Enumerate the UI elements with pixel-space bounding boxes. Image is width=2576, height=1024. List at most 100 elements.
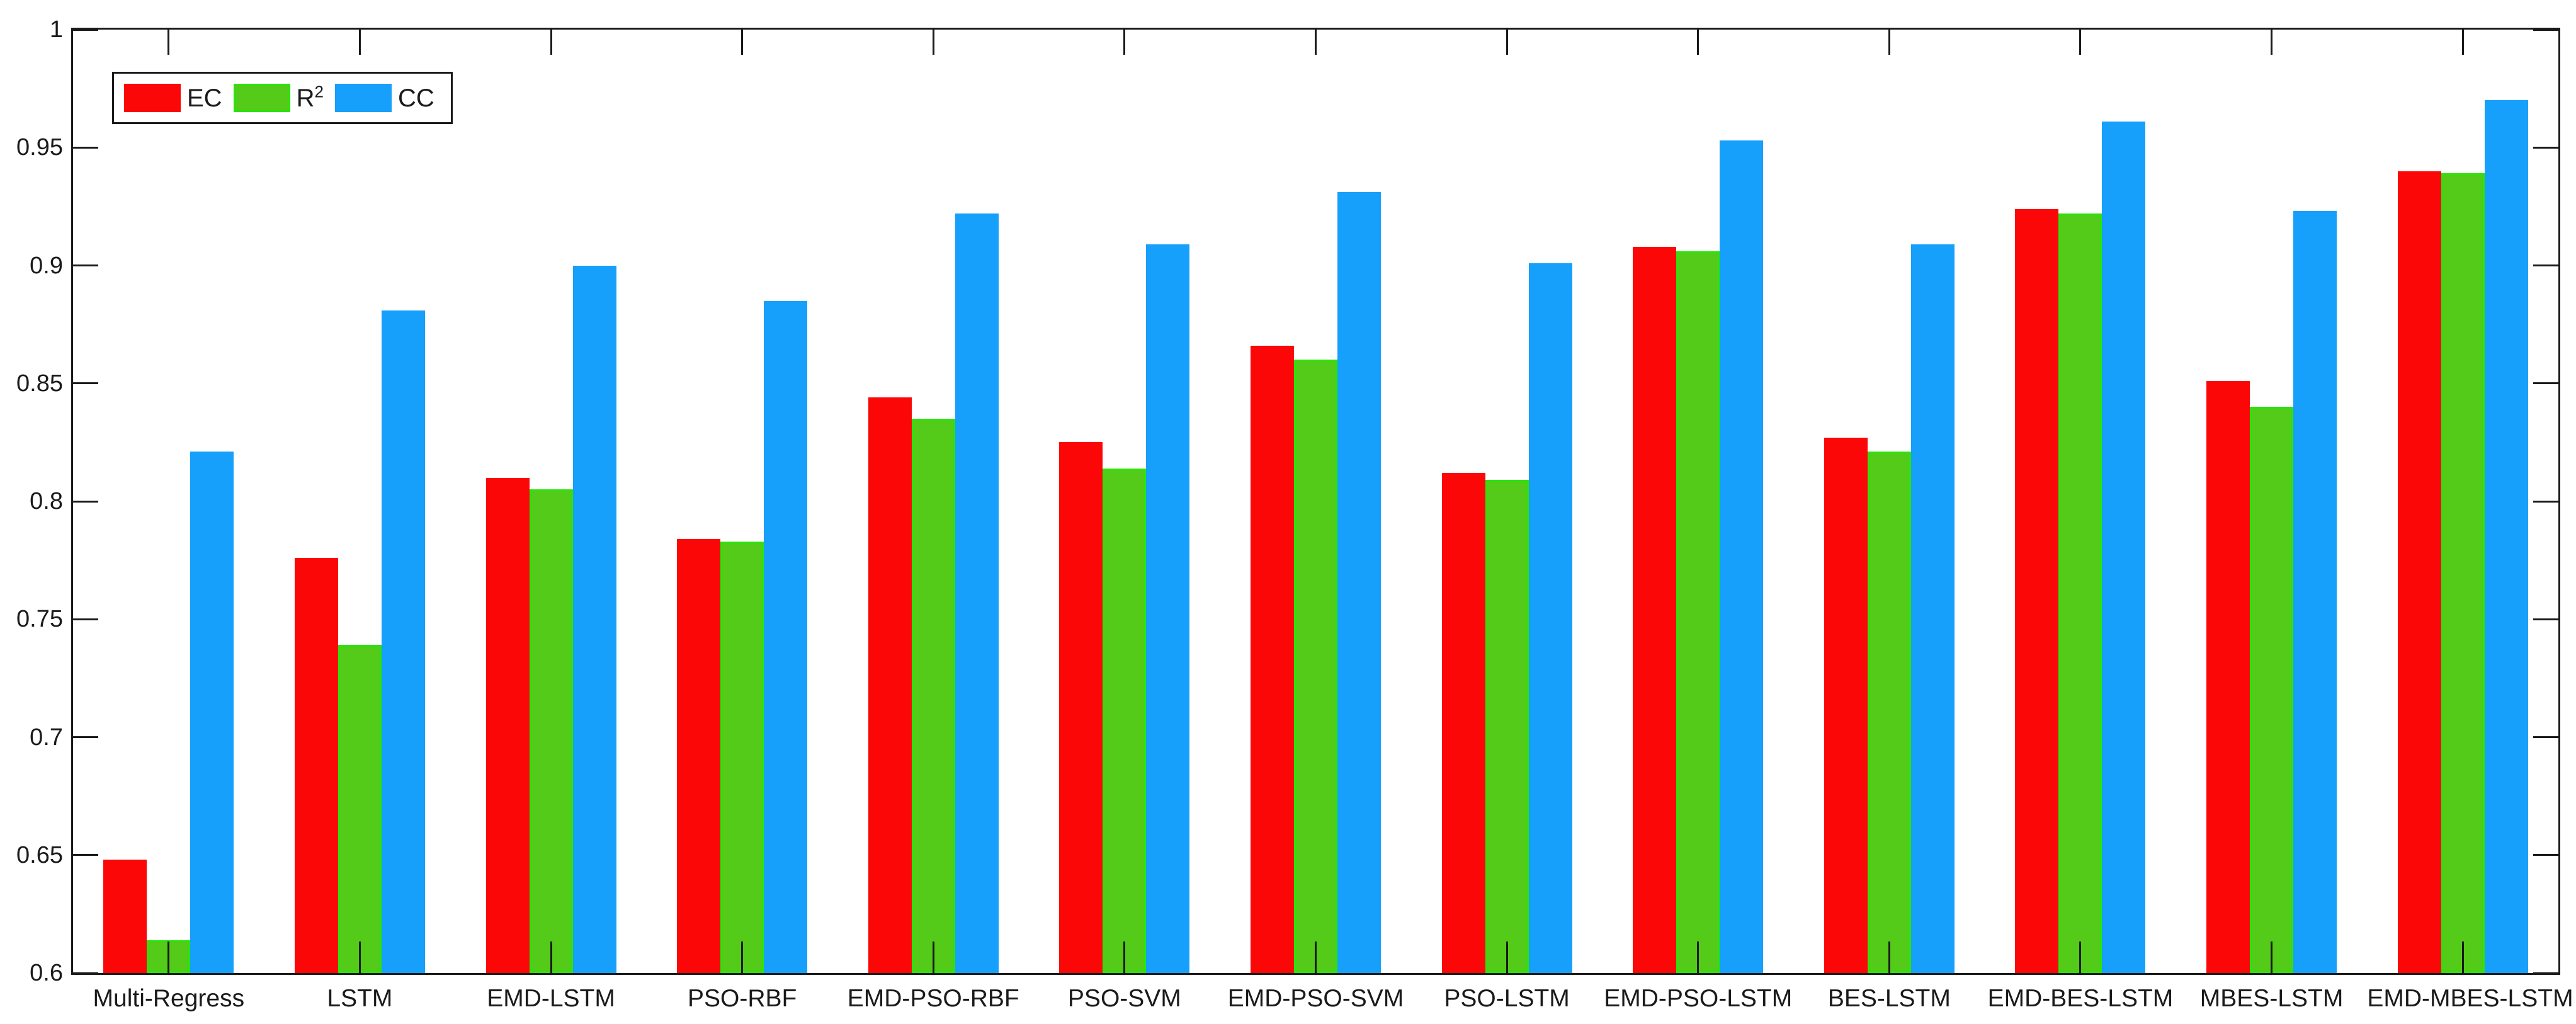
y-tick-mark-left — [73, 500, 98, 503]
bar-cc-emd-pso-svm — [1337, 192, 1381, 973]
bar-cc-lstm — [381, 310, 425, 973]
y-tick-mark-right — [2533, 618, 2558, 620]
bar-r-pso-svm — [1103, 468, 1147, 973]
x-category-label-mbes-lstm: MBES-LSTM — [2199, 985, 2344, 1012]
x-tick-mark-bottom — [2271, 942, 2273, 973]
x-tick-mark-top — [2271, 30, 2273, 55]
y-tick-mark-right — [2533, 382, 2558, 385]
y-tick-mark-right — [2533, 736, 2558, 738]
legend-label-superscript: 2 — [314, 82, 324, 101]
bar-cc-pso-rbf — [764, 300, 808, 973]
x-category-label-multi-regress: Multi-Regress — [93, 985, 245, 1012]
x-category-label-emd-lstm: EMD-LSTM — [487, 985, 615, 1012]
x-tick-mark-top — [2079, 30, 2082, 55]
x-tick-mark-top — [1888, 30, 1890, 55]
bar-r-mbes-lstm — [2250, 407, 2294, 973]
x-tick-mark-top — [167, 30, 170, 55]
legend-swatch-r2 — [233, 84, 290, 112]
legend-label-ec: EC — [187, 84, 222, 112]
y-tick-mark-right — [2533, 854, 2558, 856]
x-tick-mark-bottom — [1123, 942, 1126, 973]
bar-r-bes-lstm — [1867, 452, 1911, 973]
x-tick-mark-bottom — [932, 942, 934, 973]
x-tick-mark-top — [1506, 30, 1508, 55]
legend-item-ec: EC — [124, 84, 222, 112]
y-tick-mark-left — [73, 382, 98, 385]
y-tick-mark-right — [2533, 500, 2558, 503]
bar-r-emd-pso-rbf — [911, 418, 955, 973]
x-tick-mark-bottom — [2079, 942, 2082, 973]
legend-item-cc: CC — [334, 84, 434, 112]
y-tick-mark-right — [2533, 972, 2558, 974]
x-tick-mark-top — [358, 30, 361, 55]
bar-ec-pso-svm — [1059, 442, 1103, 973]
x-tick-mark-bottom — [1506, 942, 1508, 973]
x-category-label-bes-lstm: BES-LSTM — [1827, 985, 1951, 1012]
bar-cc-multi-regress — [190, 452, 234, 973]
y-tick-mark-left — [73, 265, 98, 266]
bar-r-emd-mbes-lstm — [2441, 173, 2485, 973]
x-tick-mark-top — [2461, 30, 2464, 55]
y-tick-mark-right — [2533, 28, 2558, 31]
x-category-label-emd-bes-lstm: EMD-BES-LSTM — [1987, 985, 2174, 1012]
y-tick-mark-left — [73, 146, 98, 149]
bar-ec-emd-mbes-lstm — [2397, 171, 2441, 973]
bar-ec-pso-rbf — [677, 538, 721, 973]
bar-cc-emd-lstm — [572, 265, 616, 973]
x-tick-mark-top — [1697, 30, 1699, 55]
y-tick-mark-right — [2533, 146, 2558, 149]
bar-cc-emd-pso-lstm — [1720, 140, 1764, 973]
bar-ec-emd-pso-svm — [1251, 345, 1294, 973]
x-category-label-pso-rbf: PSO-RBF — [687, 985, 797, 1012]
y-tick-label: 0.7 — [30, 724, 63, 751]
x-category-label-emd-mbes-lstm: EMD-MBES-LSTM — [2367, 985, 2573, 1012]
bar-ec-multi-regress — [103, 860, 147, 973]
bar-r-emd-pso-svm — [1294, 360, 1337, 973]
x-tick-mark-bottom — [1697, 942, 1699, 973]
x-tick-mark-bottom — [2461, 942, 2464, 973]
y-tick-mark-left — [73, 854, 98, 856]
bar-r-emd-bes-lstm — [2058, 213, 2102, 973]
legend-swatch-cc — [334, 84, 392, 112]
bar-cc-pso-svm — [1146, 244, 1190, 973]
bar-r-emd-pso-lstm — [1676, 251, 1720, 973]
y-tick-mark-left — [73, 618, 98, 620]
y-tick-mark-right — [2533, 265, 2558, 266]
legend-item-r2: R2 — [233, 82, 324, 112]
bar-r-emd-lstm — [529, 489, 573, 973]
x-tick-mark-bottom — [550, 942, 552, 973]
x-category-label-emd-pso-svm: EMD-PSO-SVM — [1227, 985, 1404, 1012]
x-category-label-lstm: LSTM — [327, 985, 393, 1012]
legend-label-cc: CC — [397, 84, 434, 112]
bar-ec-emd-bes-lstm — [2015, 208, 2059, 973]
y-tick-label: 0.9 — [30, 252, 63, 279]
x-tick-mark-top — [741, 30, 744, 55]
y-tick-label: 0.8 — [30, 488, 63, 515]
bar-ec-mbes-lstm — [2206, 381, 2250, 973]
bar-cc-emd-mbes-lstm — [2484, 100, 2528, 973]
x-tick-mark-bottom — [167, 942, 170, 973]
x-tick-mark-bottom — [1315, 942, 1317, 973]
bar-r-lstm — [338, 645, 382, 973]
y-tick-mark-left — [73, 972, 98, 974]
y-tick-mark-left — [73, 736, 98, 738]
x-tick-mark-top — [1315, 30, 1317, 55]
x-tick-mark-top — [550, 30, 552, 55]
x-category-label-emd-pso-lstm: EMD-PSO-LSTM — [1604, 985, 1793, 1012]
bar-ec-lstm — [294, 557, 338, 973]
x-tick-mark-bottom — [741, 942, 744, 973]
x-tick-mark-top — [1123, 30, 1126, 55]
bar-ec-emd-pso-lstm — [1633, 246, 1677, 973]
y-tick-label: 0.85 — [16, 370, 63, 397]
bar-ec-bes-lstm — [1824, 437, 1868, 973]
bar-cc-emd-pso-rbf — [955, 213, 999, 973]
bar-ec-pso-lstm — [1441, 473, 1485, 973]
x-category-label-pso-svm: PSO-SVM — [1067, 985, 1181, 1012]
x-category-label-emd-pso-rbf: EMD-PSO-RBF — [847, 985, 1019, 1012]
x-tick-mark-bottom — [358, 942, 361, 973]
x-tick-mark-top — [932, 30, 934, 55]
y-tick-label: 0.65 — [16, 841, 63, 868]
bar-cc-pso-lstm — [1528, 263, 1572, 973]
legend-swatch-ec — [124, 84, 181, 112]
